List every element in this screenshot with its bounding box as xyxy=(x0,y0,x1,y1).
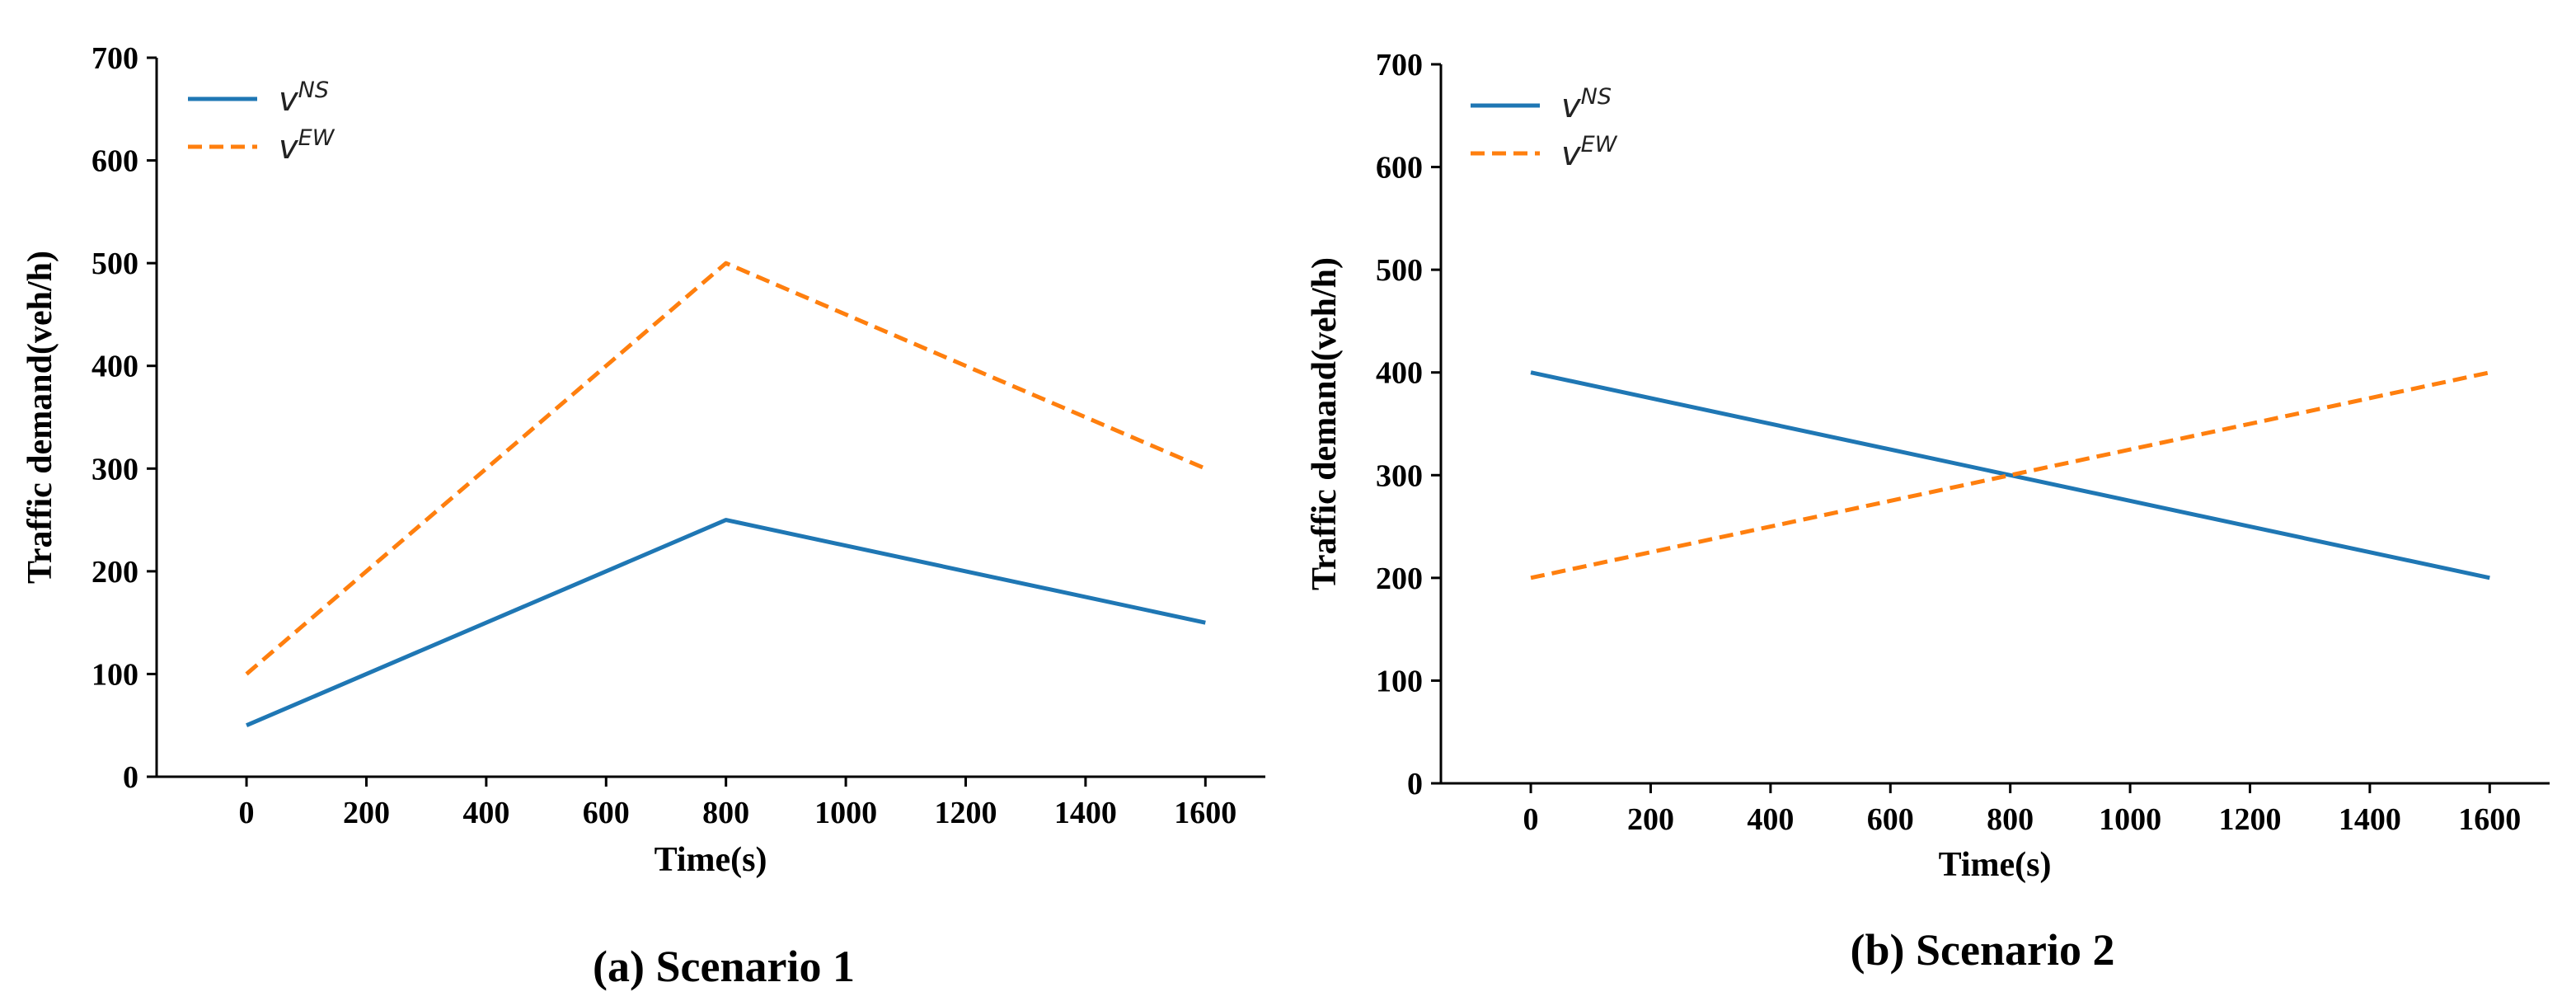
series-line-ew xyxy=(245,261,1207,676)
legend-label-ew: vEW xyxy=(279,125,335,167)
y-tick-label: 500 xyxy=(91,247,138,281)
x-tick-label: 0 xyxy=(239,796,255,830)
y-tick-label: 300 xyxy=(1376,458,1423,493)
x-tick-label: 600 xyxy=(583,796,630,830)
y-tick-label: 400 xyxy=(91,350,138,384)
y-tick-label: 200 xyxy=(1376,562,1423,596)
y-tick-label: 100 xyxy=(1376,664,1423,698)
legend-label-ns: vNS xyxy=(279,78,329,119)
x-tick-label: 400 xyxy=(1747,802,1794,837)
panel-caption: (a) Scenario 1 xyxy=(593,942,855,991)
x-tick-label: 800 xyxy=(702,796,749,830)
y-tick-label: 600 xyxy=(1376,151,1423,186)
x-tick-label: 1200 xyxy=(2218,802,2281,837)
y-axis-title: Traffic demand(veh/h) xyxy=(21,251,59,584)
x-axis-title: Time(s) xyxy=(655,841,767,879)
x-tick-label: 1600 xyxy=(2458,802,2521,837)
x-tick-label: 1000 xyxy=(2099,802,2161,837)
y-tick-label: 400 xyxy=(1376,356,1423,391)
x-tick-label: 1000 xyxy=(814,796,877,830)
x-tick-label: 1200 xyxy=(934,796,997,830)
y-tick-label: 300 xyxy=(91,452,138,486)
x-tick-label: 800 xyxy=(1987,802,2034,837)
y-tick-label: 100 xyxy=(91,657,138,692)
y-tick-label: 0 xyxy=(1407,767,1423,801)
x-tick-label: 1600 xyxy=(1174,796,1236,830)
y-tick-label: 0 xyxy=(123,760,138,795)
x-tick-label: 600 xyxy=(1867,802,1914,837)
y-axis-title: Traffic demand(veh/h) xyxy=(1306,257,1344,590)
series-lines xyxy=(245,261,1207,728)
y-tick-label: 700 xyxy=(1376,48,1423,82)
x-tick-group: 0 200 400 600 800 1000 1200 1400 1600 xyxy=(239,777,1236,830)
x-tick-label: 1400 xyxy=(2339,802,2401,837)
series-line-ew xyxy=(1530,370,2490,580)
x-tick-label: 400 xyxy=(462,796,509,830)
y-tick-label: 600 xyxy=(91,144,138,179)
series-lines xyxy=(1530,370,2490,580)
x-tick-label: 0 xyxy=(1523,802,1539,837)
x-axis-title: Time(s) xyxy=(1939,846,2052,884)
chart-panel-scenario-1: 0 100 200 300 400 500 600 700 0 200 400 600 800 1000… xyxy=(21,41,1265,991)
legend: vNS vEW xyxy=(188,78,335,167)
y-tick-label: 200 xyxy=(91,555,138,590)
series-line-ns xyxy=(1530,370,2490,580)
chart-panel-scenario-2: 0 100 200 300 400 500 600 700 0 200 400 600 800 1000… xyxy=(1306,48,2550,975)
y-tick-group: 0 100 200 300 400 500 600 700 xyxy=(1376,48,1441,801)
x-tick-group: 0 200 400 600 800 1000 1200 1400 1600 xyxy=(1523,783,2521,837)
panel-caption: (b) Scenario 2 xyxy=(1851,925,2115,975)
series-line-ns xyxy=(246,518,1206,728)
x-tick-label: 200 xyxy=(1627,802,1674,837)
legend: vNS vEW xyxy=(1471,84,1618,173)
y-tick-label: 500 xyxy=(1376,253,1423,288)
x-tick-label: 1400 xyxy=(1054,796,1117,830)
legend-label-ns: vNS xyxy=(1561,84,1612,125)
y-tick-group: 0 100 200 300 400 500 600 700 xyxy=(91,41,157,795)
x-tick-label: 200 xyxy=(343,796,390,830)
legend-label-ew: vEW xyxy=(1561,132,1618,173)
y-tick-label: 700 xyxy=(91,41,138,76)
